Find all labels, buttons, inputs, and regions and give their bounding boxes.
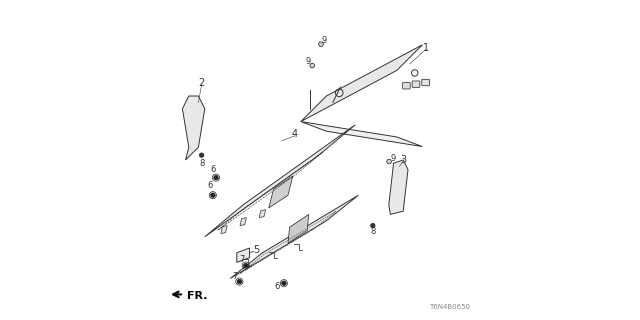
Text: 7: 7 bbox=[232, 272, 238, 281]
Text: 8: 8 bbox=[370, 228, 376, 236]
Text: 5: 5 bbox=[253, 244, 259, 255]
Text: 6: 6 bbox=[207, 181, 212, 190]
Polygon shape bbox=[319, 42, 323, 46]
Polygon shape bbox=[205, 125, 355, 237]
Text: 9: 9 bbox=[390, 154, 396, 163]
Text: 8: 8 bbox=[199, 159, 204, 168]
Polygon shape bbox=[237, 248, 250, 262]
Text: 4: 4 bbox=[291, 129, 298, 140]
FancyBboxPatch shape bbox=[412, 81, 420, 87]
Circle shape bbox=[243, 263, 248, 268]
Text: FR.: FR. bbox=[187, 291, 208, 301]
Circle shape bbox=[211, 193, 215, 197]
Polygon shape bbox=[259, 210, 266, 218]
Circle shape bbox=[237, 279, 242, 284]
Text: 2: 2 bbox=[198, 78, 205, 88]
Text: T6N4B0650: T6N4B0650 bbox=[429, 304, 470, 310]
Polygon shape bbox=[301, 122, 422, 147]
Polygon shape bbox=[301, 45, 422, 122]
Polygon shape bbox=[240, 218, 246, 226]
FancyBboxPatch shape bbox=[403, 83, 410, 89]
FancyBboxPatch shape bbox=[422, 79, 429, 86]
Text: 3: 3 bbox=[400, 155, 406, 165]
Polygon shape bbox=[269, 176, 293, 208]
Polygon shape bbox=[182, 96, 205, 160]
Circle shape bbox=[371, 224, 375, 228]
Text: 1: 1 bbox=[422, 43, 429, 53]
Text: 6: 6 bbox=[210, 165, 216, 174]
Text: 6: 6 bbox=[274, 282, 280, 291]
Text: 9: 9 bbox=[306, 57, 311, 66]
Polygon shape bbox=[388, 160, 408, 214]
Circle shape bbox=[214, 175, 218, 180]
Polygon shape bbox=[221, 226, 227, 234]
Text: 7: 7 bbox=[239, 255, 244, 264]
Circle shape bbox=[282, 281, 286, 285]
Polygon shape bbox=[387, 159, 392, 164]
Circle shape bbox=[200, 153, 204, 157]
Polygon shape bbox=[310, 63, 315, 68]
Polygon shape bbox=[288, 214, 308, 243]
Polygon shape bbox=[230, 195, 358, 278]
Text: 9: 9 bbox=[321, 36, 327, 44]
